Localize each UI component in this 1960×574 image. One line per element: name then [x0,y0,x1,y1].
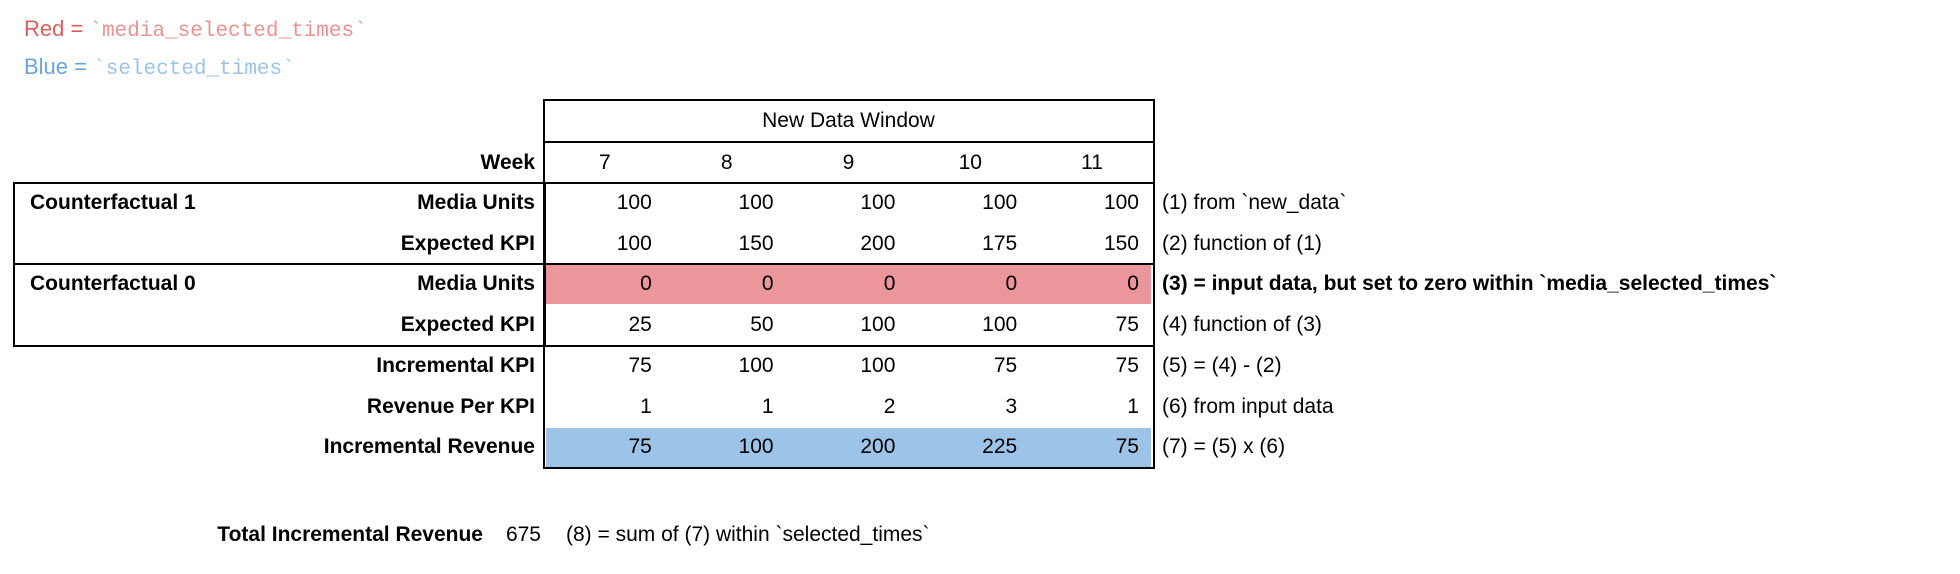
cell-value: 100 [860,353,896,377]
row-annotation: (7) = (5) x (6) [1162,435,1286,459]
row-label: Expected KPI [400,313,535,337]
cell-value: 0 [883,272,896,296]
cell-value: 100 [616,231,652,255]
cell-value: 3 [1005,394,1018,418]
legend-red-line: Red = `media_selected_times` [24,16,367,43]
week-cell: 8 [720,151,733,174]
cell-value: 100 [860,191,896,214]
cell-value: 100 [1103,191,1139,214]
legend-red-label: Red = [24,16,90,41]
row-label: Revenue Per KPI [366,394,535,418]
row-annotation: (1) from `new_data` [1162,191,1347,214]
cell-value: 0 [1005,272,1018,296]
week-label: Week [480,151,535,174]
row-fill-red_fill [546,265,1151,305]
cell-value: 0 [761,272,774,296]
cell-value: 75 [628,353,652,377]
cell-value: 1 [640,394,652,418]
week-cell: 11 [1081,151,1103,174]
row-fill-blue_fill [546,428,1151,467]
cell-value: 75 [993,353,1018,377]
total-annotation: (8) = sum of (7) within `selected_times` [566,523,930,546]
week-cell: 7 [599,151,611,174]
cell-value: 25 [628,313,652,337]
week-bottom-line [543,182,1155,184]
section-line-1 [543,263,1155,265]
total-incremental-revenue-value: 675 [505,523,541,546]
section-label: Counterfactual 0 [30,272,196,296]
total-incremental-revenue-label: Total Incremental Revenue [217,523,483,546]
cell-value: 100 [982,313,1018,337]
cell-value: 200 [860,435,896,459]
legend-blue-code: `selected_times` [93,58,295,81]
legend-blue-label: Blue = [24,54,94,79]
section-line-2 [543,345,1155,347]
cell-value: 75 [1115,435,1139,459]
cell-value: 100 [738,435,774,459]
cell-value: 100 [860,313,896,337]
week-cell: 9 [842,151,855,174]
cell-value: 2 [883,394,896,418]
cell-value: 150 [738,231,774,255]
cell-value: 225 [982,435,1018,459]
legend-red-code: `media_selected_times` [89,20,367,43]
cell-value: 75 [1115,313,1139,337]
row-annotation: (2) function of (1) [1162,231,1322,255]
cell-value: 50 [750,313,774,337]
cell-value: 1 [761,394,774,418]
row-annotation: (5) = (4) - (2) [1162,353,1282,377]
row-label: Media Units [417,191,535,214]
row-label: Incremental KPI [376,353,535,377]
cell-value: 100 [738,191,774,214]
header-bottom-line [543,141,1155,143]
cell-value: 1 [1127,394,1139,418]
week-cell: 10 [958,151,982,174]
counterfactual-0-box [13,263,546,347]
row-annotation: (4) function of (3) [1162,313,1322,337]
cell-value: 0 [640,272,652,296]
row-annotation: (6) from input data [1162,394,1334,418]
cell-value: 100 [982,191,1018,214]
cell-value: 175 [982,231,1018,255]
legend-blue-line: Blue = `selected_times` [24,54,295,81]
cell-value: 200 [860,231,896,255]
cell-value: 150 [1103,231,1139,255]
row-label: Incremental Revenue [323,435,535,459]
cell-value: 75 [628,435,652,459]
row-label: Media Units [417,272,535,296]
cell-value: 100 [738,353,774,377]
cell-value: 75 [1115,353,1139,377]
section-label: Counterfactual 1 [30,191,196,214]
cell-value: 100 [616,191,652,214]
row-annotation: (3) = input data, but set to zero within… [1162,272,1777,296]
cell-value: 0 [1127,272,1139,296]
new-data-window-header: New Data Window [762,109,935,132]
row-label: Expected KPI [400,231,535,255]
